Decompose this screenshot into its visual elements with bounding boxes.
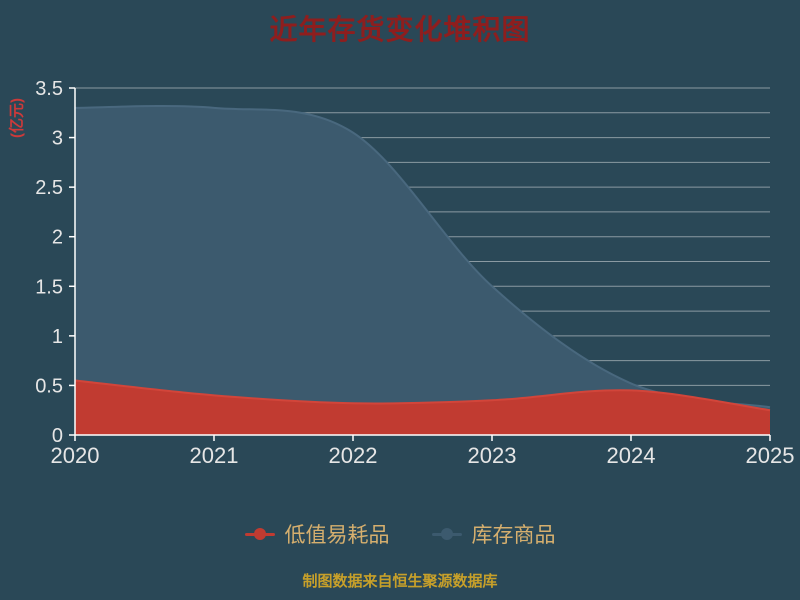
svg-text:0: 0 [52, 425, 63, 447]
svg-text:2024: 2024 [607, 443, 656, 468]
svg-text:2020: 2020 [51, 443, 100, 468]
svg-text:2023: 2023 [468, 443, 517, 468]
svg-text:2021: 2021 [190, 443, 239, 468]
legend-line-dot-icon [431, 528, 462, 540]
chart-title: 近年存货变化堆积图 [269, 14, 531, 45]
svg-text:1: 1 [52, 326, 63, 348]
svg-text:1.5: 1.5 [35, 276, 63, 298]
svg-text:2025: 2025 [746, 443, 795, 468]
svg-text:0.5: 0.5 [35, 375, 63, 397]
legend-item-stock-goods[interactable]: 库存商品 [431, 519, 556, 549]
legend-label-stock-goods: 库存商品 [471, 524, 556, 547]
legend-item-consumables[interactable]: 低值易耗品 [244, 519, 390, 549]
legend: 低值易耗品 库存商品 [0, 519, 800, 549]
svg-text:2: 2 [52, 227, 63, 249]
data-source-note: 制图数据来自恒生聚源数据库 [302, 573, 498, 590]
svg-text:2.5: 2.5 [35, 177, 63, 199]
svg-text:3.5: 3.5 [35, 78, 63, 100]
legend-line-dot-icon [244, 528, 275, 540]
svg-text:2022: 2022 [329, 443, 378, 468]
svg-text:3: 3 [52, 128, 63, 150]
legend-label-consumables: 低值易耗品 [284, 524, 390, 547]
